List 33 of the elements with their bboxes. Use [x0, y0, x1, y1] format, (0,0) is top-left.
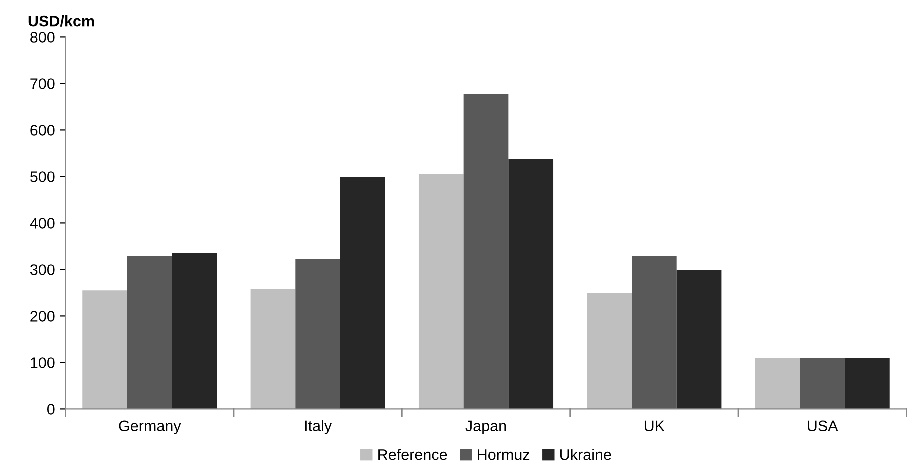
bar: [340, 177, 386, 410]
y-tick-label: 600: [30, 125, 55, 136]
y-tick-label: 700: [30, 78, 55, 90]
bar: [127, 256, 172, 410]
y-tick-label: 500: [30, 172, 55, 182]
bar: [587, 293, 632, 410]
bar: [296, 259, 340, 410]
x-tick-label: Germany: [119, 420, 182, 435]
bar: [418, 174, 464, 410]
bar: [800, 358, 846, 410]
bar: [508, 159, 554, 410]
bar: [632, 256, 677, 410]
bar: [250, 289, 296, 410]
legend-label: Reference: [378, 449, 448, 460]
y-tick-label: 800: [30, 32, 55, 43]
x-tick-label: USA: [808, 420, 838, 432]
y-tick-label: 200: [30, 311, 55, 322]
y-tick-label: 400: [30, 218, 55, 229]
bar: [464, 94, 509, 410]
y-tick-label: 0: [47, 404, 55, 415]
x-tick-label: Italy: [305, 420, 332, 435]
bar: [845, 358, 890, 410]
legend-label: Hormuz: [478, 450, 530, 460]
legend-label: Ukraine: [560, 449, 612, 460]
bar: [82, 290, 128, 410]
bar: [172, 253, 218, 410]
y-tick-label: 300: [30, 264, 55, 276]
x-tick-label: Japan: [466, 420, 506, 435]
y-axis-title: USD/kcm: [28, 16, 94, 27]
y-tick-label: 100: [31, 358, 55, 368]
bar: [755, 358, 800, 410]
bar: [676, 270, 722, 410]
x-tick-label: UK: [644, 420, 665, 432]
